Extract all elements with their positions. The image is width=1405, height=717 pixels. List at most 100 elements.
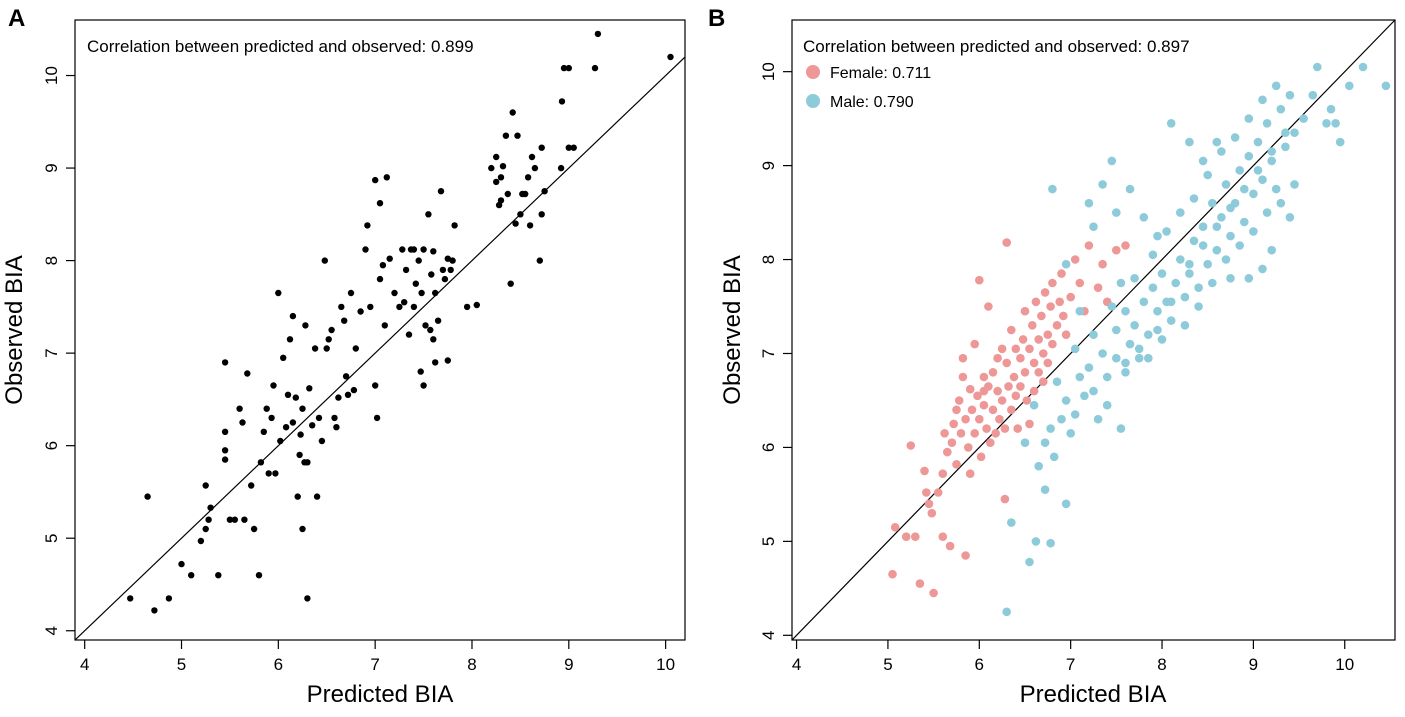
point-female-11	[938, 469, 948, 479]
point-points-58	[325, 336, 332, 343]
point-male-22	[1112, 325, 1121, 335]
panel-a-label: A	[8, 5, 25, 32]
point-male-110	[1276, 198, 1286, 208]
point-points-145	[565, 64, 572, 72]
point-female-4	[911, 532, 920, 541]
point-male-68	[1345, 81, 1354, 91]
panel-b-annotation: Correlation between predicted and observ…	[803, 37, 1190, 56]
x-tick-label-10: 10	[656, 655, 675, 674]
point-male-85	[1185, 137, 1194, 147]
point-points-100	[427, 326, 434, 334]
point-male-2	[1031, 537, 1041, 546]
point-female-78	[1046, 302, 1055, 311]
panel-a-reference-line	[74, 56, 686, 641]
point-female-95	[1121, 241, 1130, 250]
point-points-93	[415, 257, 422, 264]
point-female-1	[890, 523, 900, 532]
point-points-143	[560, 64, 568, 72]
point-male-115	[1285, 213, 1295, 222]
point-points-13	[221, 447, 229, 454]
point-male-31	[1153, 306, 1162, 316]
point-points-78	[376, 200, 384, 207]
point-female-96	[1000, 494, 1010, 504]
point-male-40	[1194, 283, 1203, 293]
point-points-74	[372, 382, 379, 389]
point-male-127	[1166, 297, 1176, 307]
point-points-43	[297, 431, 304, 438]
point-female-77	[1043, 358, 1053, 368]
point-points-112	[447, 266, 454, 274]
point-male-125	[1134, 344, 1144, 354]
point-female-24	[964, 443, 973, 452]
point-male-90	[1084, 198, 1094, 208]
point-male-13	[1093, 414, 1103, 424]
panel-b-x-label: Predicted BIA	[1020, 681, 1167, 708]
point-male-98	[1075, 306, 1085, 316]
point-points-2	[151, 607, 158, 614]
point-male-116	[1267, 245, 1276, 255]
point-male-123	[1112, 353, 1121, 363]
point-male-5	[1007, 518, 1016, 527]
point-points-63	[338, 303, 345, 311]
point-points-14	[221, 428, 229, 435]
legend-swatch-male	[806, 94, 820, 108]
point-male-87	[1212, 137, 1222, 147]
point-points-17	[231, 516, 238, 523]
point-female-60	[1018, 335, 1028, 344]
x-tick-label-7: 7	[1066, 655, 1075, 674]
point-male-92	[1112, 208, 1121, 217]
point-points-37	[286, 336, 294, 343]
point-points-42	[296, 451, 303, 459]
point-female-37	[984, 302, 993, 311]
point-points-35	[282, 424, 290, 431]
point-female-44	[993, 386, 1002, 396]
point-female-52	[1007, 325, 1016, 335]
panel-b-label: B	[708, 5, 725, 32]
point-female-41	[988, 405, 998, 415]
panel-b-points	[888, 62, 1391, 617]
point-male-37	[1180, 292, 1190, 302]
point-male-70	[1381, 81, 1391, 91]
legend-swatch-female	[806, 65, 820, 79]
x-tick-label-9: 9	[564, 655, 573, 674]
point-points-132	[522, 190, 529, 198]
point-points-135	[528, 153, 536, 161]
point-male-43	[1208, 198, 1217, 208]
point-points-61	[333, 424, 340, 431]
y-tick-label-8: 8	[42, 256, 61, 265]
point-male-25	[1125, 339, 1135, 349]
point-points-45	[299, 405, 306, 412]
point-male-12	[1116, 424, 1126, 433]
panel-a-plot-frame	[74, 19, 686, 641]
point-female-18	[952, 460, 961, 469]
point-points-55	[318, 437, 326, 445]
point-female-19	[954, 396, 964, 405]
point-female-92	[1098, 259, 1107, 269]
panel-a-annotation: Correlation between predicted and observ…	[87, 37, 474, 56]
point-male-112	[1226, 274, 1235, 283]
point-female-81	[1052, 321, 1062, 330]
point-female-55	[1011, 344, 1021, 354]
point-points-3	[165, 595, 173, 602]
point-male-34	[1166, 316, 1176, 325]
point-male-17	[1075, 372, 1085, 382]
point-points-106	[434, 317, 442, 324]
point-female-63	[1022, 396, 1032, 405]
x-tick-label-4: 4	[80, 655, 89, 674]
point-points-9	[205, 516, 212, 523]
x-tick-label-4: 4	[792, 655, 801, 674]
point-points-5	[188, 572, 195, 579]
point-points-87	[402, 266, 410, 274]
y-tick-label-5: 5	[759, 537, 778, 546]
panel-a-y-axis: 4 5 6 7 8 9 10	[42, 66, 75, 635]
point-male-84	[1166, 119, 1176, 128]
point-male-51	[1244, 151, 1254, 161]
point-points-76	[373, 414, 381, 422]
point-points-140	[541, 188, 548, 195]
point-points-68	[350, 386, 358, 394]
point-points-39	[289, 312, 297, 320]
point-female-8	[924, 499, 934, 509]
y-tick-label-7: 7	[759, 349, 778, 358]
point-points-99	[425, 211, 432, 218]
point-female-45	[995, 414, 1004, 424]
